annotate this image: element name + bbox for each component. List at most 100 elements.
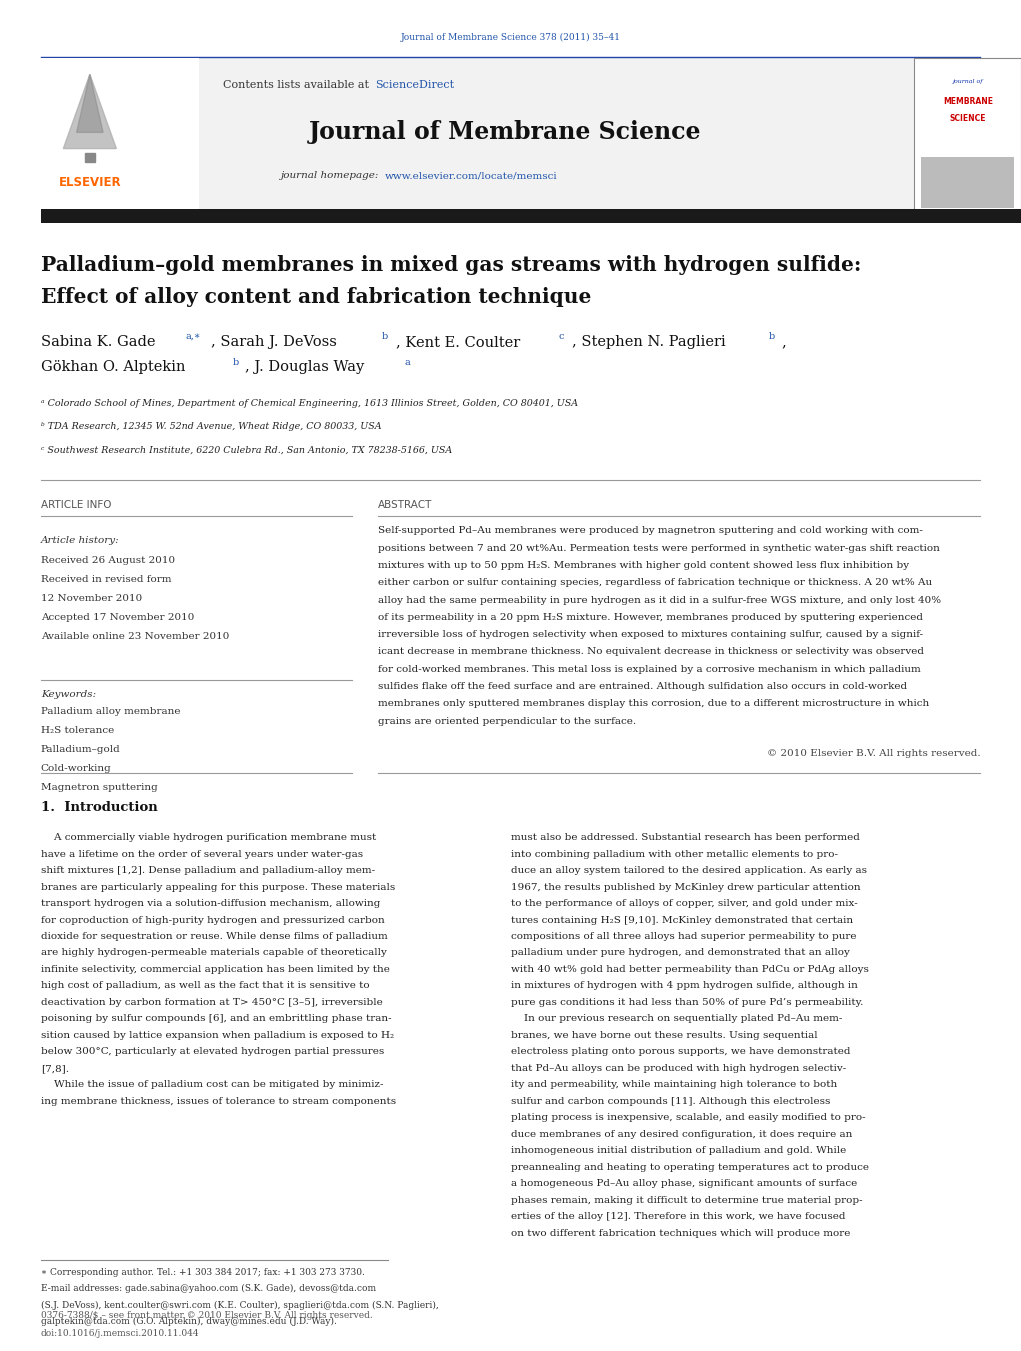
Text: ity and permeability, while maintaining high tolerance to both: ity and permeability, while maintaining … bbox=[510, 1081, 837, 1089]
Text: galptekin@tda.com (G.O. Alptekin), dway@mines.edu (J.D. Way).: galptekin@tda.com (G.O. Alptekin), dway@… bbox=[41, 1317, 337, 1325]
Text: duce an alloy system tailored to the desired application. As early as: duce an alloy system tailored to the des… bbox=[510, 866, 867, 875]
Text: to the performance of alloys of copper, silver, and gold under mix-: to the performance of alloys of copper, … bbox=[510, 898, 858, 908]
Text: a homogeneous Pd–Au alloy phase, significant amounts of surface: a homogeneous Pd–Au alloy phase, signifi… bbox=[510, 1179, 857, 1189]
Text: mixtures with up to 50 ppm H₂S. Membranes with higher gold content showed less f: mixtures with up to 50 ppm H₂S. Membrane… bbox=[378, 561, 909, 570]
Text: Self-supported Pd–Au membranes were produced by magnetron sputtering and cold wo: Self-supported Pd–Au membranes were prod… bbox=[378, 527, 923, 535]
Text: below 300°C, particularly at elevated hydrogen partial pressures: below 300°C, particularly at elevated hy… bbox=[41, 1047, 384, 1056]
Text: b: b bbox=[382, 332, 388, 340]
Text: ᵃ Colorado School of Mines, Department of Chemical Engineering, 1613 Illinios St: ᵃ Colorado School of Mines, Department o… bbox=[41, 400, 578, 408]
Text: of its permeability in a 20 ppm H₂S mixture. However, membranes produced by sput: of its permeability in a 20 ppm H₂S mixt… bbox=[378, 613, 923, 621]
Text: either carbon or sulfur containing species, regardless of fabrication technique : either carbon or sulfur containing speci… bbox=[378, 578, 932, 588]
Text: Cold-working: Cold-working bbox=[41, 765, 111, 773]
Text: with 40 wt% gold had better permeability than PdCu or PdAg alloys: with 40 wt% gold had better permeability… bbox=[510, 965, 869, 974]
Text: Sabina K. Gade: Sabina K. Gade bbox=[41, 335, 155, 349]
Text: Article history:: Article history: bbox=[41, 536, 119, 544]
Text: shift mixtures [1,2]. Dense palladium and palladium-alloy mem-: shift mixtures [1,2]. Dense palladium an… bbox=[41, 866, 375, 875]
Text: 12 November 2010: 12 November 2010 bbox=[41, 594, 142, 603]
Text: into combining palladium with other metallic elements to pro-: into combining palladium with other meta… bbox=[510, 850, 837, 859]
Text: 0376-7388/$ – see front matter © 2010 Elsevier B.V. All rights reserved.: 0376-7388/$ – see front matter © 2010 El… bbox=[41, 1312, 373, 1320]
Text: sition caused by lattice expansion when palladium is exposed to H₂: sition caused by lattice expansion when … bbox=[41, 1031, 394, 1040]
Text: journal homepage:: journal homepage: bbox=[281, 172, 383, 180]
Text: Contents lists available at: Contents lists available at bbox=[224, 80, 373, 91]
Bar bbox=[41, 58, 199, 213]
Text: irreversible loss of hydrogen selectivity when exposed to mixtures containing su: irreversible loss of hydrogen selectivit… bbox=[378, 630, 923, 639]
Text: , Stephen N. Paglieri: , Stephen N. Paglieri bbox=[572, 335, 726, 349]
Text: infinite selectivity, commercial application has been limited by the: infinite selectivity, commercial applica… bbox=[41, 965, 390, 974]
Text: b: b bbox=[233, 358, 239, 366]
Text: branes are particularly appealing for this purpose. These materials: branes are particularly appealing for th… bbox=[41, 882, 395, 892]
Text: are highly hydrogen-permeable materials capable of theoretically: are highly hydrogen-permeable materials … bbox=[41, 948, 387, 958]
Text: electroless plating onto porous supports, we have demonstrated: electroless plating onto porous supports… bbox=[510, 1047, 850, 1056]
Text: compositions of all three alloys had superior permeability to pure: compositions of all three alloys had sup… bbox=[510, 932, 856, 942]
Text: Received 26 August 2010: Received 26 August 2010 bbox=[41, 557, 175, 565]
Text: A commercially viable hydrogen purification membrane must: A commercially viable hydrogen purificat… bbox=[41, 834, 376, 842]
Text: doi:10.1016/j.memsci.2010.11.044: doi:10.1016/j.memsci.2010.11.044 bbox=[41, 1329, 199, 1337]
Text: [7,8].: [7,8]. bbox=[41, 1063, 68, 1073]
Text: ABSTRACT: ABSTRACT bbox=[378, 500, 432, 511]
Text: ing membrane thickness, issues of tolerance to stream components: ing membrane thickness, issues of tolera… bbox=[41, 1097, 396, 1106]
Text: Gökhan O. Alptekin: Gökhan O. Alptekin bbox=[41, 361, 186, 374]
Text: for cold-worked membranes. This metal loss is explained by a corrosive mechanism: for cold-worked membranes. This metal lo… bbox=[378, 665, 921, 674]
Text: ᶜ Southwest Research Institute, 6220 Culebra Rd., San Antonio, TX 78238-5166, US: ᶜ Southwest Research Institute, 6220 Cul… bbox=[41, 446, 452, 454]
Text: In our previous research on sequentially plated Pd–Au mem-: In our previous research on sequentially… bbox=[510, 1015, 842, 1024]
Text: SCIENCE: SCIENCE bbox=[950, 115, 986, 123]
Polygon shape bbox=[85, 153, 95, 162]
Bar bbox=[41, 58, 914, 213]
Text: Received in revised form: Received in revised form bbox=[41, 576, 172, 584]
Text: branes, we have borne out these results. Using sequential: branes, we have borne out these results.… bbox=[510, 1031, 817, 1040]
Text: Journal of Membrane Science: Journal of Membrane Science bbox=[309, 120, 701, 145]
Text: While the issue of palladium cost can be mitigated by minimiz-: While the issue of palladium cost can be… bbox=[41, 1081, 383, 1089]
Text: journal of: journal of bbox=[953, 78, 983, 84]
Text: ELSEVIER: ELSEVIER bbox=[58, 176, 121, 189]
Text: , Sarah J. DeVoss: , Sarah J. DeVoss bbox=[211, 335, 337, 349]
Text: Keywords:: Keywords: bbox=[41, 690, 96, 698]
Text: palladium under pure hydrogen, and demonstrated that an alloy: palladium under pure hydrogen, and demon… bbox=[510, 948, 849, 958]
Text: Palladium alloy membrane: Palladium alloy membrane bbox=[41, 708, 181, 716]
Text: duce membranes of any desired configuration, it does require an: duce membranes of any desired configurat… bbox=[510, 1129, 852, 1139]
Text: that Pd–Au alloys can be produced with high hydrogen selectiv-: that Pd–Au alloys can be produced with h… bbox=[510, 1063, 845, 1073]
Text: Magnetron sputtering: Magnetron sputtering bbox=[41, 784, 157, 792]
Text: ᵇ TDA Research, 12345 W. 52nd Avenue, Wheat Ridge, CO 80033, USA: ᵇ TDA Research, 12345 W. 52nd Avenue, Wh… bbox=[41, 423, 382, 431]
Text: grains are oriented perpendicular to the surface.: grains are oriented perpendicular to the… bbox=[378, 716, 636, 725]
Text: for coproduction of high-purity hydrogen and pressurized carbon: for coproduction of high-purity hydrogen… bbox=[41, 916, 385, 924]
Text: icant decrease in membrane thickness. No equivalent decrease in thickness or sel: icant decrease in membrane thickness. No… bbox=[378, 647, 924, 657]
Text: E-mail addresses: gade.sabina@yahoo.com (S.K. Gade), devoss@tda.com: E-mail addresses: gade.sabina@yahoo.com … bbox=[41, 1285, 376, 1293]
Bar bbox=[921, 157, 1014, 208]
Text: erties of the alloy [12]. Therefore in this work, we have focused: erties of the alloy [12]. Therefore in t… bbox=[510, 1212, 845, 1221]
Text: phases remain, making it difficult to determine true material prop-: phases remain, making it difficult to de… bbox=[510, 1196, 862, 1205]
Text: have a lifetime on the order of several years under water-gas: have a lifetime on the order of several … bbox=[41, 850, 362, 859]
Text: Available online 23 November 2010: Available online 23 November 2010 bbox=[41, 632, 230, 640]
Text: high cost of palladium, as well as the fact that it is sensitive to: high cost of palladium, as well as the f… bbox=[41, 981, 370, 990]
Text: deactivation by carbon formation at T> 450°C [3–5], irreversible: deactivation by carbon formation at T> 4… bbox=[41, 998, 383, 1006]
Text: inhomogeneous initial distribution of palladium and gold. While: inhomogeneous initial distribution of pa… bbox=[510, 1146, 845, 1155]
Text: a: a bbox=[404, 358, 410, 366]
Text: sulfur and carbon compounds [11]. Although this electroless: sulfur and carbon compounds [11]. Althou… bbox=[510, 1097, 830, 1106]
Polygon shape bbox=[77, 74, 103, 132]
Text: 1967, the results published by McKinley drew particular attention: 1967, the results published by McKinley … bbox=[510, 882, 860, 892]
Text: plating process is inexpensive, scalable, and easily modified to pro-: plating process is inexpensive, scalable… bbox=[510, 1113, 865, 1123]
Text: positions between 7 and 20 wt%Au. Permeation tests were performed in synthetic w: positions between 7 and 20 wt%Au. Permea… bbox=[378, 543, 939, 553]
Text: dioxide for sequestration or reuse. While dense films of palladium: dioxide for sequestration or reuse. Whil… bbox=[41, 932, 388, 942]
Text: www.elsevier.com/locate/memsci: www.elsevier.com/locate/memsci bbox=[385, 172, 557, 180]
Text: H₂S tolerance: H₂S tolerance bbox=[41, 727, 114, 735]
Text: ,: , bbox=[781, 335, 786, 349]
Text: © 2010 Elsevier B.V. All rights reserved.: © 2010 Elsevier B.V. All rights reserved… bbox=[767, 750, 980, 758]
Text: must also be addressed. Substantial research has been performed: must also be addressed. Substantial rese… bbox=[510, 834, 860, 842]
Text: poisoning by sulfur compounds [6], and an embrittling phase tran-: poisoning by sulfur compounds [6], and a… bbox=[41, 1015, 391, 1024]
Text: Effect of alloy content and fabrication technique: Effect of alloy content and fabrication … bbox=[41, 288, 591, 307]
Text: in mixtures of hydrogen with 4 ppm hydrogen sulfide, although in: in mixtures of hydrogen with 4 ppm hydro… bbox=[510, 981, 858, 990]
Text: MEMBRANE: MEMBRANE bbox=[943, 97, 992, 105]
Text: pure gas conditions it had less than 50% of pure Pd’s permeability.: pure gas conditions it had less than 50%… bbox=[510, 998, 863, 1006]
Text: membranes only sputtered membranes display this corrosion, due to a different mi: membranes only sputtered membranes displ… bbox=[378, 700, 929, 708]
Text: tures containing H₂S [9,10]. McKinley demonstrated that certain: tures containing H₂S [9,10]. McKinley de… bbox=[510, 916, 853, 924]
Polygon shape bbox=[63, 74, 116, 149]
Text: Journal of Membrane Science 378 (2011) 35–41: Journal of Membrane Science 378 (2011) 3… bbox=[400, 34, 621, 42]
Text: , Kent E. Coulter: , Kent E. Coulter bbox=[396, 335, 521, 349]
Text: b: b bbox=[769, 332, 775, 340]
Text: c: c bbox=[558, 332, 564, 340]
Text: 1.  Introduction: 1. Introduction bbox=[41, 801, 157, 815]
Text: on two different fabrication techniques which will produce more: on two different fabrication techniques … bbox=[510, 1228, 849, 1238]
Text: sulfides flake off the feed surface and are entrained. Although sulfidation also: sulfides flake off the feed surface and … bbox=[378, 682, 907, 692]
Text: ∗ Corresponding author. Tel.: +1 303 384 2017; fax: +1 303 273 3730.: ∗ Corresponding author. Tel.: +1 303 384… bbox=[41, 1269, 364, 1277]
Text: Palladium–gold: Palladium–gold bbox=[41, 746, 120, 754]
